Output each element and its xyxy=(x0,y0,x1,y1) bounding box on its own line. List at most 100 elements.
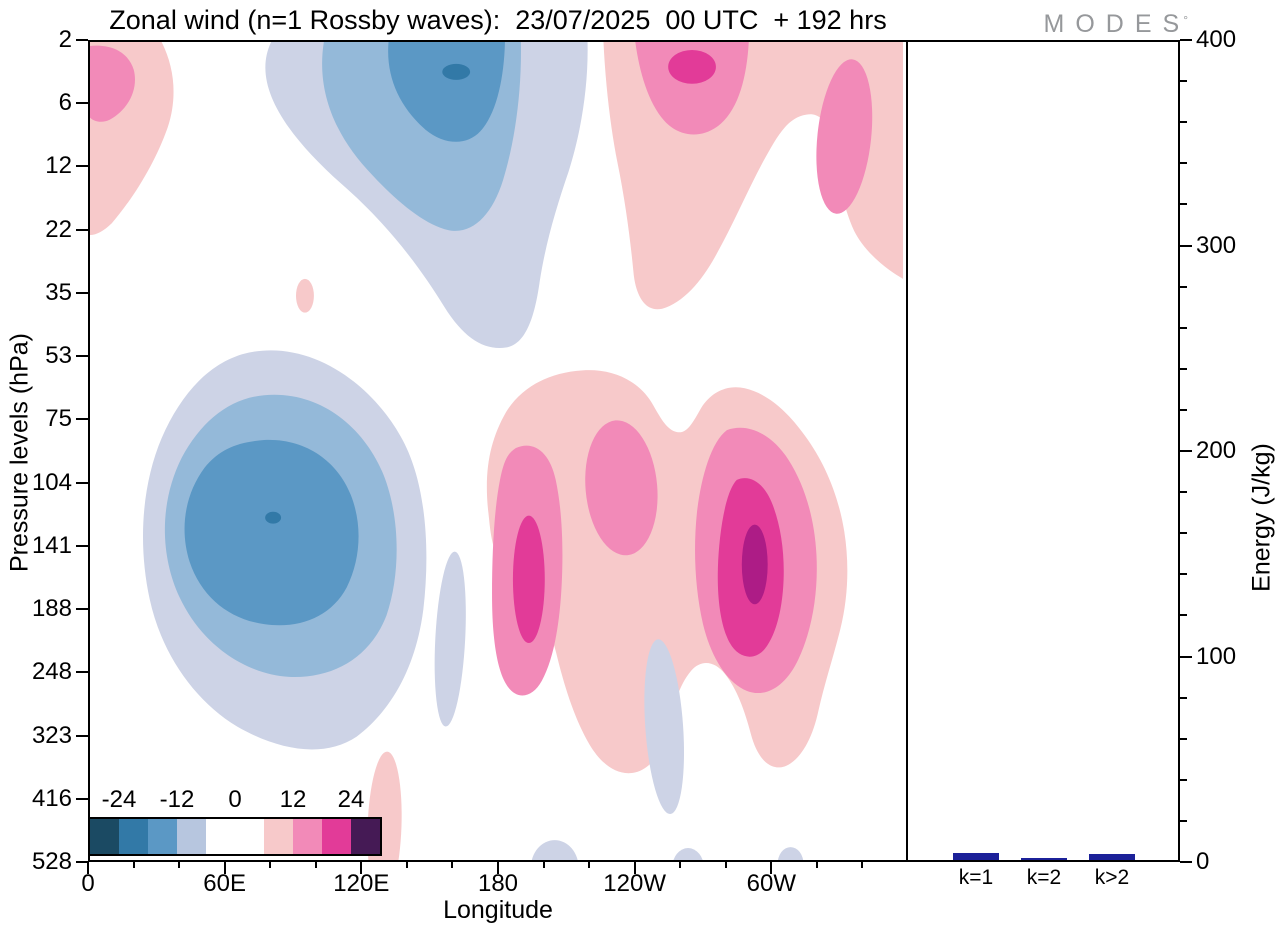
colorbar xyxy=(88,817,382,856)
longitude-tick-label: 0 xyxy=(81,870,95,897)
pressure-tick-label: 248 xyxy=(31,658,72,686)
pressure-tick-label: 104 xyxy=(31,468,72,496)
longitude-axis-title: Longitude xyxy=(443,896,553,924)
energy-tick-label: 0 xyxy=(1196,848,1210,875)
colorbar-label: 0 xyxy=(228,786,242,813)
energy-minor-tick xyxy=(1180,573,1187,576)
contour-lavender-bottom-c xyxy=(777,847,804,860)
energy-minor-tick xyxy=(1180,737,1187,740)
longitude-tick xyxy=(633,862,636,874)
contour-plot-area xyxy=(88,40,908,862)
energy-tick xyxy=(1180,655,1192,658)
longitude-tick-label: 180 xyxy=(477,870,519,897)
longitude-tick-label: 120W xyxy=(603,870,666,897)
pressure-tick-label: 141 xyxy=(31,531,72,559)
pressure-tick xyxy=(76,608,88,611)
colorbar-label: -12 xyxy=(159,786,195,813)
longitude-minor-tick xyxy=(861,862,864,868)
contour-palepink-small-dot xyxy=(295,278,314,313)
contour-lavender-bottom-b xyxy=(673,848,703,860)
contour-darkblue-dot-mid xyxy=(265,511,282,524)
pressure-tick xyxy=(76,355,88,358)
energy-minor-tick xyxy=(1180,367,1187,370)
longitude-minor-tick xyxy=(405,862,408,868)
longitude-minor-tick xyxy=(542,862,545,868)
pressure-tick-label: 6 xyxy=(58,89,72,117)
longitude-minor-tick xyxy=(178,862,181,868)
energy-minor-tick xyxy=(1180,326,1187,329)
energy-minor-tick xyxy=(1180,532,1187,535)
pressure-tick-label: 2 xyxy=(58,26,72,53)
longitude-minor-tick xyxy=(132,862,135,868)
contour-darkblue-dot-top xyxy=(442,63,471,80)
contour-field xyxy=(90,42,904,860)
colorbar-segment-8 xyxy=(322,819,351,854)
colorbar-segment-5 xyxy=(235,819,264,854)
colorbar-label: 12 xyxy=(279,786,307,813)
longitude-minor-tick xyxy=(588,862,591,868)
pressure-tick xyxy=(76,481,88,484)
energy-tick xyxy=(1180,861,1192,863)
pressure-tick xyxy=(76,165,88,168)
colorbar-segment-7 xyxy=(293,819,322,854)
longitude-tick xyxy=(497,862,499,874)
pressure-tick xyxy=(76,544,88,547)
chart-title: Zonal wind (n=1 Rossby waves): 23/07/202… xyxy=(109,5,887,35)
contour-pink-mid-top xyxy=(585,420,658,556)
contour-magenta-top-right-core xyxy=(668,49,716,84)
pressure-tick-label: 75 xyxy=(45,405,72,433)
energy-tick-label: 200 xyxy=(1196,437,1237,464)
energy-tick xyxy=(1180,450,1192,452)
contour-magenta-left-core xyxy=(512,515,545,644)
colorbar-segment-6 xyxy=(264,819,293,854)
contour-palepink-bottom-streak xyxy=(367,751,402,860)
energy-bar xyxy=(1089,853,1135,860)
modes-logo-degree: ° xyxy=(1183,13,1188,27)
longitude-tick-label: 60E xyxy=(203,870,246,897)
energy-bar xyxy=(953,852,999,860)
energy-minor-tick xyxy=(1180,203,1187,206)
colorbar-segment-1 xyxy=(119,819,148,854)
longitude-minor-tick xyxy=(314,862,317,868)
pressure-axis-title: Pressure levels (hPa) xyxy=(5,333,34,572)
contour-lavender-streak-a xyxy=(434,551,466,727)
energy-bar-panel xyxy=(908,40,1180,862)
longitude-tick xyxy=(360,862,363,874)
longitude-minor-tick xyxy=(679,862,682,868)
colorbar-label: 24 xyxy=(337,786,365,813)
energy-minor-tick xyxy=(1180,491,1187,494)
contour-lavender-streak-b xyxy=(644,639,685,815)
longitude-minor-tick xyxy=(451,862,454,868)
colorbar-segment-9 xyxy=(351,819,380,854)
pressure-tick-label: 188 xyxy=(31,595,72,623)
energy-tick-label: 100 xyxy=(1196,642,1237,670)
pressure-tick-label: 528 xyxy=(31,848,72,875)
pressure-tick xyxy=(76,671,88,674)
wavenumber-label: k=2 xyxy=(1026,866,1062,889)
pressure-tick xyxy=(76,418,88,421)
energy-minor-tick xyxy=(1180,80,1187,83)
contour-medblue-top-center xyxy=(388,42,505,142)
colorbar-segment-2 xyxy=(148,819,177,854)
contour-pink-right-strip xyxy=(816,59,873,214)
contour-darkmagenta-inner xyxy=(741,524,768,605)
colorbar-segment-0 xyxy=(90,819,119,854)
pressure-tick-label: 12 xyxy=(45,152,72,180)
contour-lavender-bottom-a xyxy=(531,840,578,860)
pressure-tick xyxy=(76,861,88,863)
pressure-tick-label: 22 xyxy=(45,215,72,243)
colorbar-segment-3 xyxy=(177,819,206,854)
energy-minor-tick xyxy=(1180,408,1187,411)
pressure-tick-label: 416 xyxy=(31,784,72,812)
longitude-minor-tick xyxy=(724,862,727,868)
contour-medblue-mid-left xyxy=(184,439,359,626)
longitude-minor-tick xyxy=(815,862,818,868)
pressure-tick xyxy=(76,734,88,737)
longitude-tick xyxy=(223,862,226,874)
longitude-tick-label: 60W xyxy=(746,870,796,897)
energy-tick xyxy=(1180,244,1192,247)
pressure-tick xyxy=(76,291,88,294)
pressure-tick xyxy=(76,102,88,105)
energy-minor-tick xyxy=(1180,285,1187,288)
